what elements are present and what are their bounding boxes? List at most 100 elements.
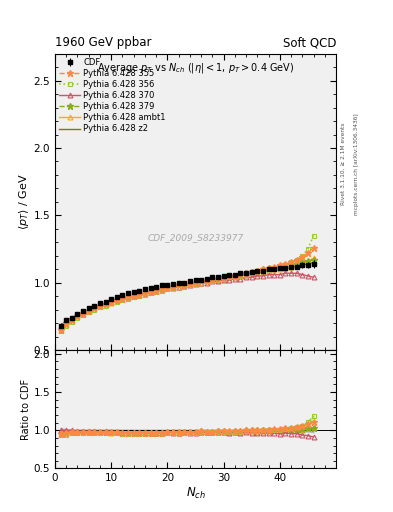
- Pythia 6.428 z2: [261, 269, 265, 275]
- Pythia 6.428 ambt1: [137, 292, 142, 298]
- Pythia 6.428 z2: [160, 286, 164, 292]
- Pythia 6.428 379: [277, 264, 282, 270]
- Pythia 6.428 ambt1: [221, 275, 226, 282]
- Pythia 6.428 355: [126, 294, 130, 301]
- Pythia 6.428 379: [120, 296, 125, 302]
- Pythia 6.428 356: [300, 252, 305, 259]
- Pythia 6.428 ambt1: [244, 271, 248, 278]
- Pythia 6.428 356: [294, 257, 299, 263]
- Pythia 6.428 370: [70, 314, 74, 321]
- Pythia 6.428 355: [266, 265, 271, 271]
- Legend: CDF, Pythia 6.428 355, Pythia 6.428 356, Pythia 6.428 370, Pythia 6.428 379, Pyt: CDF, Pythia 6.428 355, Pythia 6.428 356,…: [57, 56, 167, 135]
- Pythia 6.428 355: [221, 274, 226, 281]
- Pythia 6.428 z2: [176, 284, 181, 290]
- Pythia 6.428 370: [131, 293, 136, 299]
- Pythia 6.428 ambt1: [255, 270, 260, 276]
- Pythia 6.428 z2: [199, 280, 204, 286]
- Pythia 6.428 355: [165, 285, 170, 291]
- Pythia 6.428 379: [261, 266, 265, 272]
- Pythia 6.428 z2: [70, 317, 74, 324]
- Pythia 6.428 370: [221, 277, 226, 283]
- Pythia 6.428 379: [187, 281, 192, 287]
- Pythia 6.428 355: [244, 270, 248, 276]
- Pythia 6.428 370: [277, 271, 282, 278]
- Pythia 6.428 ambt1: [58, 327, 63, 333]
- Pythia 6.428 370: [97, 303, 102, 309]
- Pythia 6.428 379: [204, 278, 209, 284]
- Pythia 6.428 355: [250, 269, 254, 275]
- Pythia 6.428 379: [210, 277, 215, 283]
- Pythia 6.428 356: [58, 328, 63, 334]
- Pythia 6.428 ambt1: [227, 274, 231, 281]
- Pythia 6.428 356: [81, 312, 86, 318]
- Y-axis label: $\langle p_T \rangle$ / GeV: $\langle p_T \rangle$ / GeV: [17, 174, 31, 230]
- Pythia 6.428 ambt1: [143, 290, 147, 296]
- Pythia 6.428 379: [92, 305, 97, 311]
- Text: Rivet 3.1.10, ≥ 2.1M events: Rivet 3.1.10, ≥ 2.1M events: [341, 123, 346, 205]
- Pythia 6.428 355: [238, 271, 243, 278]
- Pythia 6.428 379: [283, 262, 288, 268]
- Pythia 6.428 ambt1: [148, 289, 153, 295]
- Pythia 6.428 355: [120, 296, 125, 302]
- X-axis label: $N_{ch}$: $N_{ch}$: [185, 486, 206, 501]
- Pythia 6.428 z2: [143, 290, 147, 296]
- Pythia 6.428 370: [120, 296, 125, 302]
- Pythia 6.428 379: [193, 280, 198, 286]
- Pythia 6.428 z2: [187, 281, 192, 287]
- Pythia 6.428 ambt1: [289, 264, 294, 270]
- Pythia 6.428 355: [227, 273, 231, 279]
- Pythia 6.428 356: [199, 280, 204, 286]
- Pythia 6.428 356: [210, 278, 215, 284]
- Pythia 6.428 ambt1: [120, 296, 125, 302]
- Pythia 6.428 z2: [238, 273, 243, 279]
- Pythia 6.428 355: [272, 264, 277, 270]
- Text: Soft QCD: Soft QCD: [283, 36, 336, 49]
- Pythia 6.428 ambt1: [64, 322, 69, 328]
- Pythia 6.428 ambt1: [114, 297, 119, 303]
- Pythia 6.428 370: [182, 282, 187, 288]
- Pythia 6.428 370: [86, 307, 91, 313]
- Pythia 6.428 356: [160, 288, 164, 294]
- Pythia 6.428 355: [204, 278, 209, 284]
- Pythia 6.428 370: [311, 274, 316, 281]
- Pythia 6.428 355: [137, 292, 142, 298]
- Pythia 6.428 ambt1: [272, 266, 277, 272]
- Pythia 6.428 z2: [272, 267, 277, 273]
- Pythia 6.428 ambt1: [311, 255, 316, 262]
- Pythia 6.428 ambt1: [187, 281, 192, 287]
- Pythia 6.428 z2: [86, 308, 91, 314]
- Pythia 6.428 370: [109, 298, 114, 305]
- Pythia 6.428 z2: [109, 298, 114, 305]
- Pythia 6.428 ambt1: [294, 262, 299, 268]
- Pythia 6.428 355: [283, 261, 288, 267]
- Pythia 6.428 370: [75, 312, 80, 318]
- Pythia 6.428 355: [187, 281, 192, 287]
- Pythia 6.428 370: [250, 274, 254, 281]
- Pythia 6.428 ambt1: [92, 305, 97, 311]
- Line: Pythia 6.428 379: Pythia 6.428 379: [57, 257, 317, 333]
- Pythia 6.428 356: [92, 307, 97, 313]
- Pythia 6.428 370: [300, 271, 305, 278]
- Pythia 6.428 z2: [204, 278, 209, 284]
- Pythia 6.428 ambt1: [81, 311, 86, 317]
- Pythia 6.428 356: [227, 274, 231, 281]
- Pythia 6.428 z2: [244, 271, 248, 278]
- Pythia 6.428 z2: [233, 274, 237, 281]
- Pythia 6.428 370: [266, 271, 271, 278]
- Pythia 6.428 356: [114, 298, 119, 305]
- Pythia 6.428 356: [171, 285, 175, 291]
- Pythia 6.428 z2: [182, 282, 187, 288]
- Pythia 6.428 355: [97, 303, 102, 309]
- Pythia 6.428 379: [137, 292, 142, 298]
- Pythia 6.428 370: [92, 304, 97, 310]
- Pythia 6.428 370: [289, 270, 294, 276]
- Text: Average $p_T$ vs $N_{ch}$ ($|\eta| < 1$, $p_T > 0.4$ GeV): Average $p_T$ vs $N_{ch}$ ($|\eta| < 1$,…: [97, 61, 294, 75]
- Pythia 6.428 379: [266, 265, 271, 271]
- Pythia 6.428 370: [176, 284, 181, 290]
- Pythia 6.428 370: [227, 277, 231, 283]
- Pythia 6.428 356: [131, 294, 136, 301]
- Pythia 6.428 355: [86, 308, 91, 314]
- Pythia 6.428 z2: [289, 265, 294, 271]
- Pythia 6.428 356: [277, 264, 282, 270]
- Y-axis label: Ratio to CDF: Ratio to CDF: [21, 379, 31, 440]
